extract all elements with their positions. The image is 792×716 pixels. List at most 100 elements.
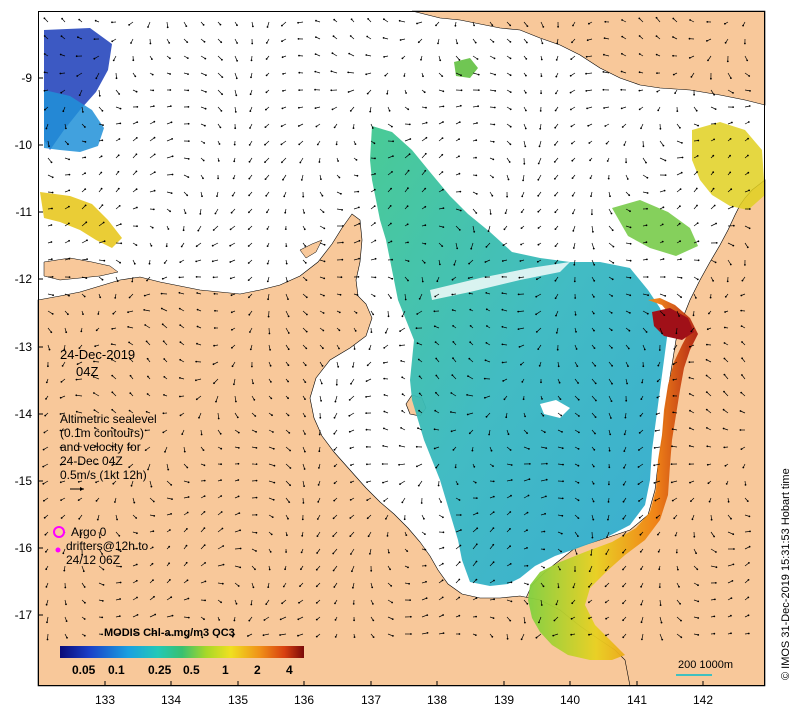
velocity-arrowhead [348, 399, 351, 401]
velocity-arrowhead [102, 584, 105, 586]
velocity-arrowhead [656, 380, 659, 383]
velocity-arrowhead [152, 530, 155, 533]
velocity-arrowhead [219, 432, 222, 435]
velocity-arrowhead [554, 279, 557, 282]
velocity-arrowhead [145, 410, 148, 413]
velocity-arrowhead [281, 161, 283, 164]
velocity-arrowhead [93, 409, 96, 411]
velocity-arrowhead [557, 25, 559, 28]
velocity-arrowhead [221, 76, 224, 78]
velocity-arrowhead [723, 373, 726, 376]
velocity-arrowhead [693, 535, 696, 538]
velocity-arrowhead [458, 499, 461, 501]
velocity-arrow [166, 174, 173, 176]
velocity-arrowhead [594, 432, 596, 435]
velocity-arrowhead [366, 364, 369, 367]
velocity-arrowhead [236, 59, 239, 62]
velocity-arrowhead [249, 110, 252, 112]
velocity-arrowhead [199, 213, 202, 215]
velocity-arrowhead [391, 258, 393, 261]
velocity-arrowhead [679, 205, 681, 208]
velocity-arrowhead [417, 41, 420, 44]
velocity-arrowhead [50, 331, 53, 334]
velocity-arrowhead [146, 393, 149, 395]
velocity-arrow [147, 463, 151, 470]
altimetry-line: 0.5m/s (1kt 12h) [60, 468, 147, 482]
velocity-arrowhead [442, 226, 445, 229]
velocity-arrowhead [78, 18, 81, 21]
velocity-arrowhead [555, 331, 558, 334]
velocity-arrowhead [559, 398, 562, 400]
velocity-arrowhead [166, 26, 169, 29]
velocity-arrowhead [43, 53, 46, 55]
velocity-arrowhead [135, 244, 138, 247]
velocity-arrowhead [509, 563, 512, 565]
velocity-arrowhead [234, 111, 237, 113]
chlorophyll-east-patch [692, 122, 765, 210]
velocity-arrowhead [561, 431, 563, 433]
velocity-arrow [268, 480, 275, 483]
velocity-arrowhead [664, 174, 667, 177]
velocity-arrowhead [213, 382, 215, 385]
velocity-arrowhead [477, 73, 480, 76]
velocity-arrowhead [678, 315, 680, 317]
velocity-arrowhead [75, 378, 78, 381]
velocity-arrowhead [195, 260, 198, 263]
velocity-arrowhead [435, 391, 437, 394]
velocity-arrowhead [203, 479, 206, 482]
velocity-arrowhead [44, 108, 46, 111]
velocity-arrow [402, 310, 406, 317]
velocity-arrowhead [383, 427, 385, 430]
velocity-arrowhead [585, 55, 588, 58]
velocity-arrowhead [672, 378, 675, 381]
velocity-arrowhead [266, 228, 269, 230]
velocity-arrowhead [577, 499, 580, 502]
velocity-arrowhead [518, 346, 521, 348]
velocity-arrowhead [168, 562, 171, 565]
velocity-arrowhead [493, 57, 496, 60]
velocity-arrowhead [524, 127, 527, 130]
velocity-arrowhead [509, 57, 512, 60]
velocity-arrow [638, 480, 644, 485]
velocity-arrowhead [384, 331, 387, 334]
velocity-arrowhead [198, 416, 200, 419]
velocity-arrow [166, 138, 173, 142]
velocity-arrowhead [611, 278, 614, 281]
velocity-arrowhead [273, 481, 276, 484]
velocity-arrowhead [434, 295, 437, 298]
velocity-arrowhead [356, 174, 359, 177]
velocity-arrowhead [213, 344, 216, 347]
velocity-arrowhead [501, 308, 504, 311]
velocity-arrowhead [487, 230, 490, 233]
velocity-arrowhead [300, 179, 303, 181]
velocity-arrowhead [554, 126, 557, 129]
velocity-arrowhead [407, 260, 410, 262]
velocity-arrowhead [270, 381, 272, 383]
velocity-arrowhead [373, 142, 376, 145]
velocity-arrowhead [322, 347, 324, 350]
velocity-arrowhead [265, 58, 268, 60]
altimetry-line: and velocity for [60, 440, 141, 454]
velocity-arrowhead [653, 464, 656, 467]
velocity-arrowhead [609, 433, 612, 436]
velocity-arrow [706, 391, 712, 397]
velocity-arrowhead [287, 315, 290, 318]
velocity-arrowhead [524, 415, 526, 418]
velocity-arrow [676, 310, 680, 317]
velocity-arrowhead [94, 345, 97, 348]
velocity-arrowhead [111, 328, 114, 330]
velocity-arrow [399, 463, 406, 466]
velocity-arrowhead [135, 137, 138, 139]
velocity-arrow [605, 548, 610, 555]
velocity-arrowhead [288, 501, 291, 503]
velocity-arrow [98, 548, 103, 555]
velocity-arrowhead [506, 195, 508, 198]
velocity-arrowhead [592, 482, 595, 485]
velocity-arrowhead [236, 24, 238, 27]
velocity-arrowhead [214, 309, 216, 312]
velocity-arrowhead [287, 414, 290, 417]
velocity-arrowhead [604, 125, 607, 127]
velocity-arrowhead [485, 292, 488, 294]
velocity-arrowhead [746, 246, 749, 249]
velocity-arrowhead [59, 53, 62, 56]
